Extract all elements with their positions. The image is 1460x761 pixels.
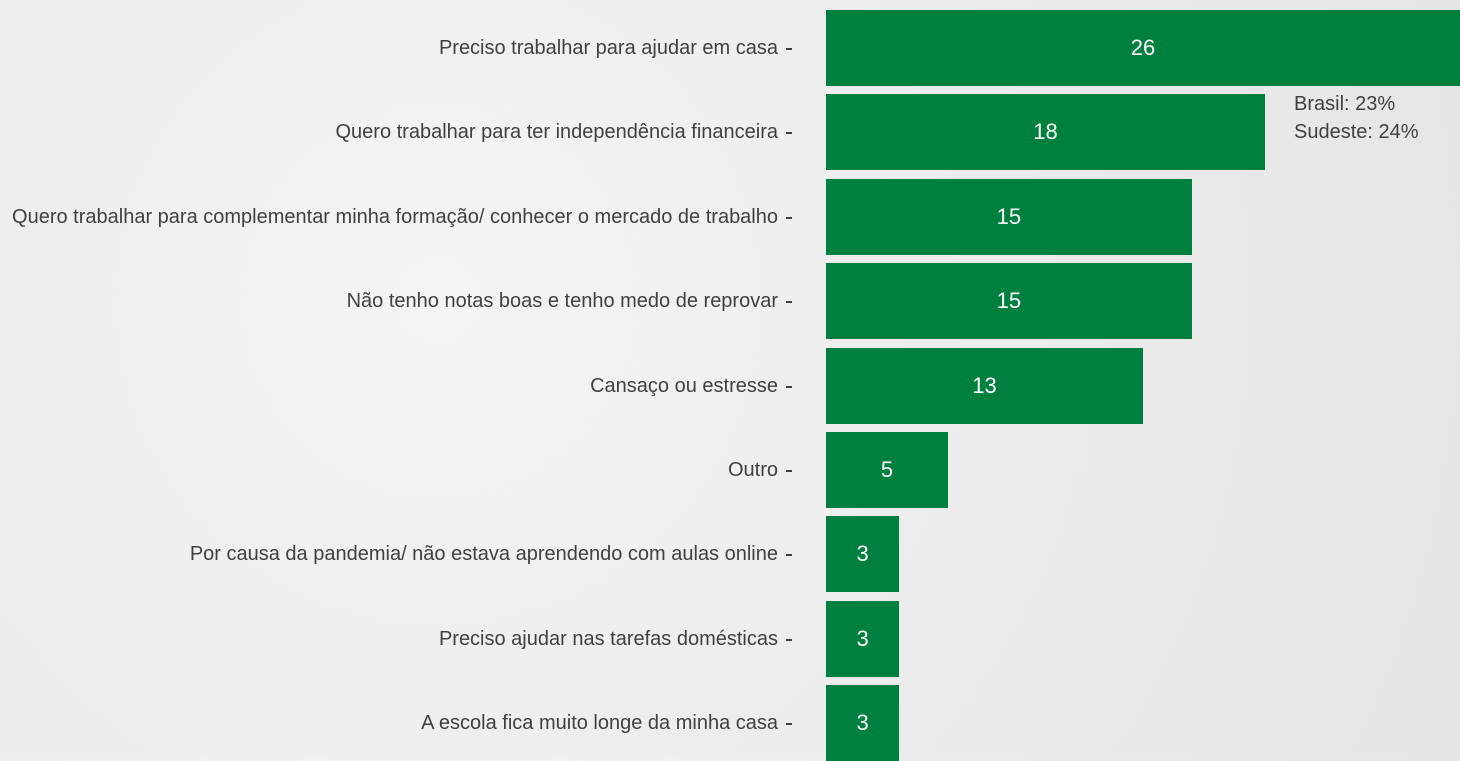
value-label: 3 bbox=[856, 541, 869, 567]
category-label: Por causa da pandemia/ não estava aprend… bbox=[189, 543, 778, 566]
axis-tick bbox=[786, 554, 792, 557]
value-label: 3 bbox=[856, 625, 869, 651]
value-label: 13 bbox=[972, 372, 997, 398]
bar: 26 bbox=[826, 10, 1460, 86]
bar: 15 bbox=[826, 178, 1192, 255]
axis-tick bbox=[786, 301, 792, 304]
value-label: 15 bbox=[996, 203, 1022, 229]
category-label: A escola fica muito longe da minha casa bbox=[421, 712, 778, 735]
axis-tick bbox=[786, 470, 792, 472]
category-label: Quero trabalhar para complementar minha … bbox=[12, 205, 778, 228]
category-label: Preciso ajudar nas tarefas domésticas bbox=[438, 627, 778, 650]
bar: 3 bbox=[826, 685, 900, 761]
axis-tick bbox=[786, 216, 792, 219]
category-label: Outro bbox=[727, 459, 778, 481]
category-label: Preciso trabalhar para ajudar em casa bbox=[438, 37, 778, 59]
bar: 15 bbox=[826, 263, 1192, 340]
annotation: Sudeste: 24% bbox=[1294, 121, 1419, 143]
value-label: 3 bbox=[856, 710, 869, 736]
axis-tick bbox=[786, 132, 792, 135]
axis-tick bbox=[786, 48, 792, 50]
bar: 13 bbox=[826, 347, 1143, 424]
bar: 3 bbox=[826, 516, 900, 593]
value-label: 26 bbox=[1130, 35, 1156, 60]
axis-tick bbox=[786, 723, 792, 726]
value-label: 18 bbox=[1033, 119, 1058, 145]
category-label: Não tenho notas boas e tenho medo de rep… bbox=[346, 290, 778, 313]
annotation: Brasil: 23% bbox=[1294, 93, 1396, 115]
bar: 3 bbox=[826, 600, 900, 677]
bar: 5 bbox=[826, 432, 948, 508]
axis-tick bbox=[786, 385, 792, 388]
axis-tick bbox=[786, 638, 792, 641]
value-label: 5 bbox=[880, 457, 894, 482]
value-label: 15 bbox=[996, 288, 1022, 314]
category-label: Quero trabalhar para ter independência f… bbox=[335, 121, 778, 144]
bar: 18 bbox=[826, 94, 1265, 171]
category-label: Cansaço ou estresse bbox=[590, 374, 778, 397]
